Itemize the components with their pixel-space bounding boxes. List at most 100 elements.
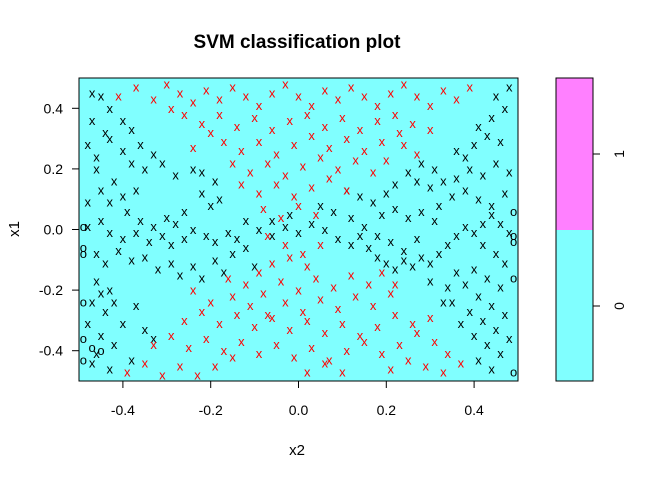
- support-vector-point-class-1: x: [190, 283, 197, 298]
- support-vector-point-class-1: x: [265, 307, 272, 322]
- support-vector-point-class-1: x: [115, 89, 122, 104]
- support-vector-point-class-1: x: [256, 134, 263, 149]
- support-vector-point-class-1: x: [216, 316, 223, 331]
- support-vector-point-class-0: x: [216, 192, 223, 207]
- support-vector-point-class-0: x: [453, 228, 460, 243]
- support-vector-point-class-0: x: [488, 198, 495, 213]
- support-vector-point-class-0: x: [401, 252, 408, 267]
- support-vector-point-class-0: x: [128, 352, 135, 367]
- data-point-class-0: o: [89, 340, 96, 355]
- support-vector-point-class-1: x: [361, 89, 368, 104]
- support-vector-point-class-0: x: [120, 189, 127, 204]
- support-vector-point-class-0: x: [199, 186, 206, 201]
- support-vector-point-class-0: x: [106, 101, 113, 116]
- support-vector-point-class-1: x: [133, 80, 140, 95]
- support-vector-point-class-1: x: [164, 77, 171, 92]
- support-vector-point-class-0: x: [146, 234, 153, 249]
- support-vector-point-class-0: x: [111, 295, 118, 310]
- support-vector-point-class-0: x: [142, 322, 149, 337]
- support-vector-point-class-0: x: [98, 286, 105, 301]
- support-vector-point-class-0: x: [475, 119, 482, 134]
- support-vector-point-class-0: x: [85, 195, 92, 210]
- support-vector-point-class-0: x: [93, 346, 100, 361]
- support-vector-point-class-1: x: [265, 155, 272, 170]
- support-vector-point-class-0: x: [497, 280, 504, 295]
- support-vector-point-class-1: x: [256, 264, 263, 279]
- support-vector-point-class-1: x: [291, 137, 298, 152]
- support-vector-point-class-1: x: [229, 349, 236, 364]
- support-vector-point-class-1: x: [295, 89, 302, 104]
- support-vector-point-class-0: x: [225, 225, 232, 240]
- support-vector-point-class-0: x: [98, 328, 105, 343]
- support-vector-point-class-0: x: [480, 167, 487, 182]
- support-vector-point-class-0: x: [462, 183, 469, 198]
- support-vector-point-class-1: x: [344, 343, 351, 358]
- support-vector-point-class-0: x: [506, 331, 513, 346]
- support-vector-point-class-0: x: [85, 219, 92, 234]
- support-vector-point-class-1: x: [181, 107, 188, 122]
- support-vector-point-class-1: x: [374, 319, 381, 334]
- support-vector-point-class-1: x: [194, 367, 201, 382]
- support-vector-point-class-1: x: [396, 125, 403, 140]
- support-vector-point-class-1: x: [273, 177, 280, 192]
- support-vector-point-class-0: x: [150, 219, 157, 234]
- support-vector-point-class-1: x: [431, 334, 438, 349]
- support-vector-point-class-0: x: [361, 219, 368, 234]
- support-vector-point-class-0: x: [335, 231, 342, 246]
- support-vector-point-class-0: x: [93, 149, 100, 164]
- support-vector-point-class-1: x: [304, 258, 311, 273]
- support-vector-point-class-0: x: [137, 137, 144, 152]
- support-vector-point-class-1: x: [168, 101, 175, 116]
- support-vector-point-class-1: x: [207, 295, 214, 310]
- support-vector-point-class-1: x: [361, 334, 368, 349]
- support-vector-point-class-0: x: [93, 161, 100, 176]
- support-vector-point-class-1: x: [291, 189, 298, 204]
- support-vector-point-class-1: x: [322, 325, 329, 340]
- support-vector-point-class-0: x: [484, 337, 491, 352]
- support-vector-point-class-1: x: [379, 264, 386, 279]
- support-vector-point-class-0: x: [120, 316, 127, 331]
- support-vector-point-class-1: x: [339, 110, 346, 125]
- support-vector-point-class-0: x: [128, 252, 135, 267]
- support-vector-point-class-0: x: [168, 255, 175, 270]
- support-vector-point-class-0: x: [357, 189, 364, 204]
- support-vector-point-class-1: x: [308, 128, 315, 143]
- data-point-class-0: o: [510, 270, 517, 285]
- support-vector-point-class-0: x: [93, 246, 100, 261]
- support-vector-point-class-1: x: [247, 298, 254, 313]
- support-vector-point-class-0: x: [392, 177, 399, 192]
- support-vector-point-class-1: x: [177, 358, 184, 373]
- support-vector-point-class-0: x: [85, 316, 92, 331]
- support-vector-point-class-1: x: [265, 228, 272, 243]
- support-vector-point-class-1: x: [300, 158, 307, 173]
- support-vector-point-class-0: x: [466, 161, 473, 176]
- support-vector-point-class-1: x: [207, 125, 214, 140]
- support-vector-point-class-1: x: [352, 152, 359, 167]
- support-vector-point-class-1: x: [199, 116, 206, 131]
- support-vector-point-class-0: x: [480, 237, 487, 252]
- support-vector-point-class-1: x: [282, 295, 289, 310]
- support-vector-point-class-1: x: [142, 355, 149, 370]
- support-vector-point-class-1: x: [260, 286, 267, 301]
- support-vector-point-class-1: x: [273, 337, 280, 352]
- support-vector-point-class-0: x: [374, 228, 381, 243]
- support-vector-point-class-1: x: [313, 270, 320, 285]
- support-vector-point-class-0: x: [98, 213, 105, 228]
- support-vector-point-class-1: x: [300, 246, 307, 261]
- support-vector-point-class-0: x: [427, 274, 434, 289]
- support-vector-point-class-0: x: [453, 143, 460, 158]
- support-vector-point-class-0: x: [493, 89, 500, 104]
- support-vector-point-class-0: x: [322, 222, 329, 237]
- x-tick-label: 0.0: [289, 402, 309, 418]
- support-vector-point-class-0: x: [493, 322, 500, 337]
- support-vector-point-class-0: x: [93, 274, 100, 289]
- support-vector-point-class-1: x: [374, 113, 381, 128]
- support-vector-point-class-1: x: [199, 304, 206, 319]
- support-vector-point-class-0: x: [436, 198, 443, 213]
- support-vector-point-class-1: x: [203, 331, 210, 346]
- support-vector-point-class-1: x: [238, 143, 245, 158]
- support-vector-point-class-0: x: [308, 216, 315, 231]
- support-vector-point-class-0: x: [317, 198, 324, 213]
- support-vector-point-class-0: x: [142, 161, 149, 176]
